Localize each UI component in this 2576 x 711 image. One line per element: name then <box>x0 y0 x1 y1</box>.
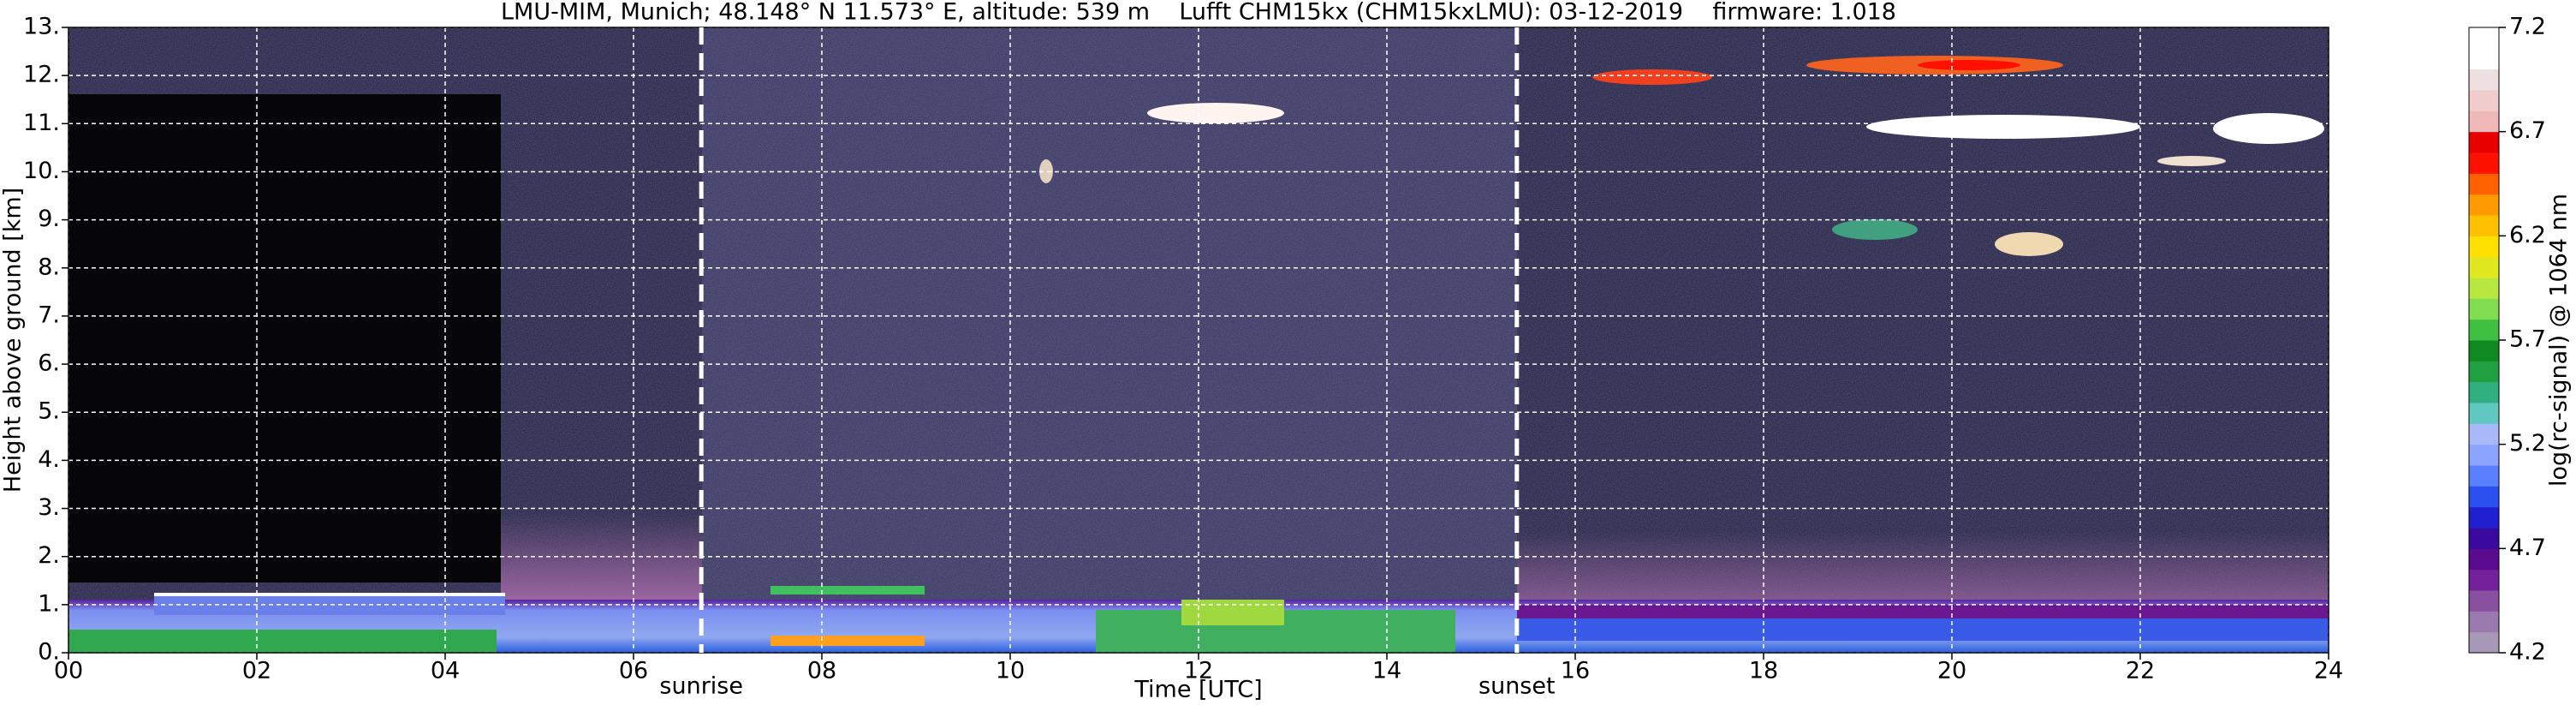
y-tick-label: 4. <box>38 446 60 473</box>
x-tick-label: 22 <box>2126 658 2155 684</box>
colorbar-segment <box>2469 528 2499 549</box>
colorbar-segment <box>2469 131 2499 153</box>
colorbar-segment <box>2469 278 2499 299</box>
y-tick-label: 12. <box>23 62 60 88</box>
colorbar-segment <box>2469 194 2499 216</box>
colorbar-segment <box>2469 298 2499 320</box>
colorbar-tick-label: 7.2 <box>2509 14 2546 40</box>
colorbar-segment <box>2469 569 2499 591</box>
colorbar-segment <box>2469 90 2499 111</box>
y-tick-label: 10. <box>23 158 60 184</box>
x-tick-label: 24 <box>2314 658 2343 684</box>
colorbar-segment <box>2469 215 2499 236</box>
colorbar-segment <box>2469 486 2499 508</box>
colorbar-segment <box>2469 506 2499 529</box>
colorbar-segment <box>2469 361 2499 383</box>
colorbar-segment <box>2469 173 2499 195</box>
colorbar-segment <box>2469 48 2499 70</box>
y-tick-label: 9. <box>38 206 60 232</box>
colorbar-segment <box>2469 465 2499 487</box>
y-tick-label: 6. <box>38 350 60 377</box>
y-tick-label: 1. <box>38 590 60 617</box>
x-tick-label: 10 <box>996 658 1025 684</box>
colorbar-label: log(rc-signal) @ 1064 nm <box>2546 194 2573 487</box>
y-tick-label: 7. <box>38 302 60 328</box>
colorbar-tick-label: 6.2 <box>2509 222 2546 248</box>
y-tick-label: 8. <box>38 254 60 280</box>
colorbar-segment <box>2469 590 2499 612</box>
x-axis-label: Time [UTC] <box>1133 677 1262 703</box>
annotation-label: sunset <box>1478 673 1556 700</box>
colorbar-tick-label: 6.7 <box>2509 117 2546 144</box>
colorbar-segment <box>2469 111 2499 133</box>
y-tick-label: 5. <box>38 398 60 425</box>
y-tick-label: 11. <box>23 110 60 136</box>
y-tick-label: 0. <box>38 639 60 666</box>
x-tick-label: 06 <box>619 658 648 684</box>
x-tick-label: 08 <box>807 658 836 684</box>
colorbar-segment <box>2469 27 2499 49</box>
x-tick-label: 14 <box>1372 658 1401 684</box>
x-tick-label: 16 <box>1561 658 1590 684</box>
colorbar-segment <box>2469 423 2499 445</box>
colorbar-segment <box>2469 319 2499 341</box>
colorbar-segment <box>2469 69 2499 91</box>
x-tick-label: 12 <box>1184 658 1213 684</box>
x-tick-label: 20 <box>1937 658 1966 684</box>
y-tick-label: 2. <box>38 542 60 569</box>
chart-title: LMU-MIM, Munich; 48.148° N 11.573° E, al… <box>501 0 1896 26</box>
colorbar-segment <box>2469 403 2499 424</box>
colorbar-segment <box>2469 340 2499 361</box>
y-tick-label: 3. <box>38 494 60 521</box>
colorbar-segment <box>2469 152 2499 174</box>
colorbar-segment <box>2469 611 2499 633</box>
colorbar-tick-label: 5.7 <box>2509 326 2546 353</box>
x-tick-label: 02 <box>242 658 271 684</box>
colorbar-tick-label: 4.7 <box>2509 535 2546 561</box>
colorbar-tick-label: 4.2 <box>2509 639 2546 666</box>
colorbar-segment <box>2469 381 2499 403</box>
colorbar-segment <box>2469 548 2499 571</box>
y-tick-label: 13. <box>23 14 60 40</box>
colorbar-segment <box>2469 256 2499 278</box>
annotation-label: sunrise <box>659 673 743 700</box>
y-axis-label: Height above ground [km] <box>0 188 27 493</box>
colorbar-tick-label: 5.2 <box>2509 430 2546 457</box>
x-tick-label: 18 <box>1749 658 1778 684</box>
colorbar-segment <box>2469 236 2499 258</box>
x-tick-label: 04 <box>431 658 460 684</box>
x-tick-label: 00 <box>54 658 83 684</box>
colorbar-segment <box>2469 631 2499 654</box>
colorbar-segment <box>2469 444 2499 466</box>
